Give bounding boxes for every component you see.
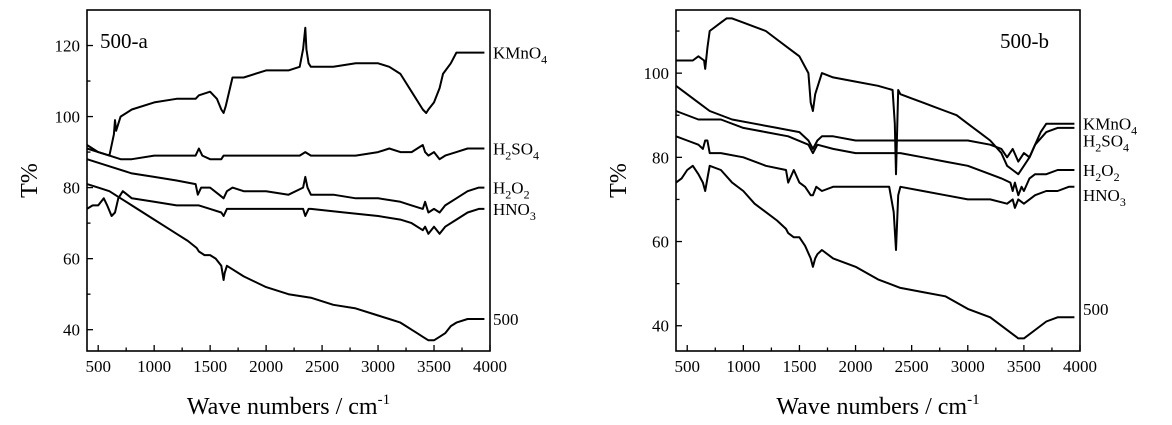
series-line-hno3	[86, 190, 485, 235]
plot-frame	[675, 9, 1081, 352]
series-label-h2o2: H2O2	[493, 179, 530, 202]
series-label-h2o2: H2O2	[1083, 161, 1120, 184]
series-line-h2o2	[675, 110, 1075, 197]
x-tick-label: 500	[85, 357, 111, 376]
x-axis-title: Wave numbers / cm-1	[187, 392, 390, 420]
series-label-kmno4: KMnO4	[493, 44, 547, 67]
y-axis-title: T%	[17, 163, 43, 198]
y-tick-label: 80	[63, 179, 80, 198]
x-tick-label: 1000	[137, 357, 171, 376]
x-tick-label: 4000	[1063, 357, 1097, 376]
series-label-h2so4: H2SO4	[1083, 132, 1129, 155]
series-label-h2so4: H2SO4	[493, 140, 539, 163]
y-tick-label: 40	[63, 321, 80, 340]
y-tick-label: 120	[55, 37, 81, 56]
x-tick-label: 1000	[726, 357, 760, 376]
x-tick-label: 2000	[839, 357, 873, 376]
x-tick-label: 3500	[1007, 357, 1041, 376]
y-tick-label: 100	[644, 64, 670, 83]
x-tick-label: 3000	[361, 357, 395, 376]
chart-panel-2: 500 1000 1500 2000 2500 3000 3500 4000 40 60 80 100…	[606, 9, 1137, 420]
x-tick-label: 4000	[473, 357, 507, 376]
series-line-h2o2	[86, 158, 485, 214]
series-line-kmno4	[86, 26, 485, 157]
series-line-500	[675, 164, 1075, 340]
x-axis-title: Wave numbers / cm-1	[776, 392, 979, 420]
series-label-hno3: HNO3	[493, 200, 536, 223]
x-tick-label: 1500	[782, 357, 816, 376]
plot-frame	[86, 9, 491, 352]
x-tick-label: 2500	[895, 357, 929, 376]
x-tick-label: 1500	[193, 357, 227, 376]
y-tick-label: 60	[652, 233, 669, 252]
y-tick-label: 60	[63, 250, 80, 269]
series-line-h2so4	[675, 85, 1075, 163]
y-tick-label: 100	[55, 108, 81, 127]
series-line-hno3	[675, 135, 1075, 251]
series-line-h2so4	[86, 144, 485, 161]
series-line-kmno4	[676, 17, 1075, 176]
y-tick-label: 80	[652, 148, 669, 167]
series-label-kmno4: KMnO4	[1083, 115, 1137, 138]
chart-panel-1: 500 1000 1500 2000 2500 3000 3500 4000 40 60 80 100…	[17, 9, 547, 420]
y-axis-title: T%	[606, 163, 632, 198]
x-tick-label: 2000	[249, 357, 283, 376]
x-tick-label: 3000	[951, 357, 985, 376]
panel-tag: 500-a	[100, 29, 148, 53]
series-label-500: 500	[1083, 300, 1109, 319]
series-line-500	[86, 183, 485, 342]
x-tick-label: 500	[674, 357, 700, 376]
panel-tag: 500-b	[1000, 29, 1049, 53]
y-tick-label: 40	[652, 317, 669, 336]
x-tick-label: 2500	[305, 357, 339, 376]
series-label-500: 500	[493, 310, 519, 329]
series-label-hno3: HNO3	[1083, 186, 1126, 209]
x-tick-label: 3500	[417, 357, 451, 376]
